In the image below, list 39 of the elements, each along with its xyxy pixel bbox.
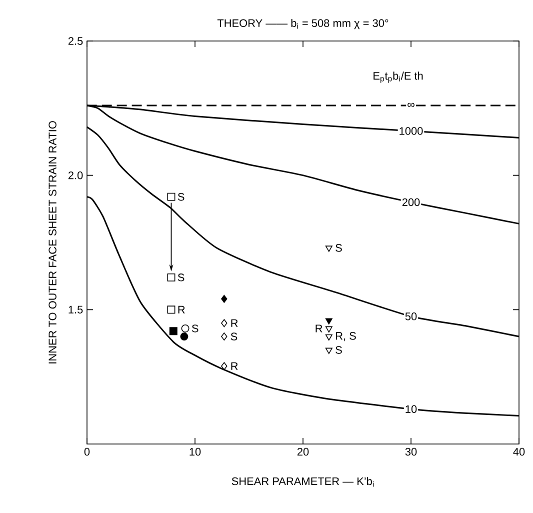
point [221, 294, 228, 303]
annotation: S [336, 346, 342, 354]
annotation: R [231, 319, 238, 327]
y-tick-label: 2.0 [68, 171, 83, 180]
point [167, 192, 176, 201]
point [221, 332, 228, 341]
y-tick-label: 2.5 [68, 37, 83, 45]
point [180, 332, 188, 341]
point [325, 246, 332, 252]
x-tick-label: 30 [405, 448, 417, 456]
point [221, 362, 228, 370]
series-label: ∞ [408, 102, 414, 108]
annotation: S [192, 324, 198, 332]
point [325, 348, 332, 354]
annotation: S [230, 332, 238, 340]
y-tick-label: 1.5 [68, 306, 83, 314]
annotation: R, S [336, 332, 356, 342]
point [167, 306, 176, 314]
annotation: S [178, 274, 184, 282]
annotation: R [231, 362, 238, 370]
point [221, 319, 228, 328]
point [169, 327, 178, 336]
annotation: S [336, 244, 342, 252]
x-axis-title: SHEAR PARAMETER — K’b$_{i}$ [232, 477, 374, 487]
point [325, 334, 332, 341]
annotation: R [316, 324, 322, 332]
point [325, 326, 332, 332]
annotation: R [178, 306, 185, 314]
x-tick-label: 0 [84, 448, 90, 456]
point [181, 324, 190, 332]
chart-title: THEORY —— b$_{i}$ = 508 mm χ = 30° [217, 18, 388, 30]
x-tick-label: 10 [190, 448, 201, 456]
annotation: S [178, 192, 184, 201]
x-tick-label: 20 [297, 448, 309, 456]
point [167, 273, 176, 282]
x-tick-label: 40 [513, 448, 525, 456]
y-axis-title: INNER TO OUTER FACE SHEET STRAIN RATIO [48, 121, 56, 364]
point [325, 318, 332, 324]
legend-title: E$_{p}$t$_{p}$b$_{i}$/E th [374, 72, 423, 83]
